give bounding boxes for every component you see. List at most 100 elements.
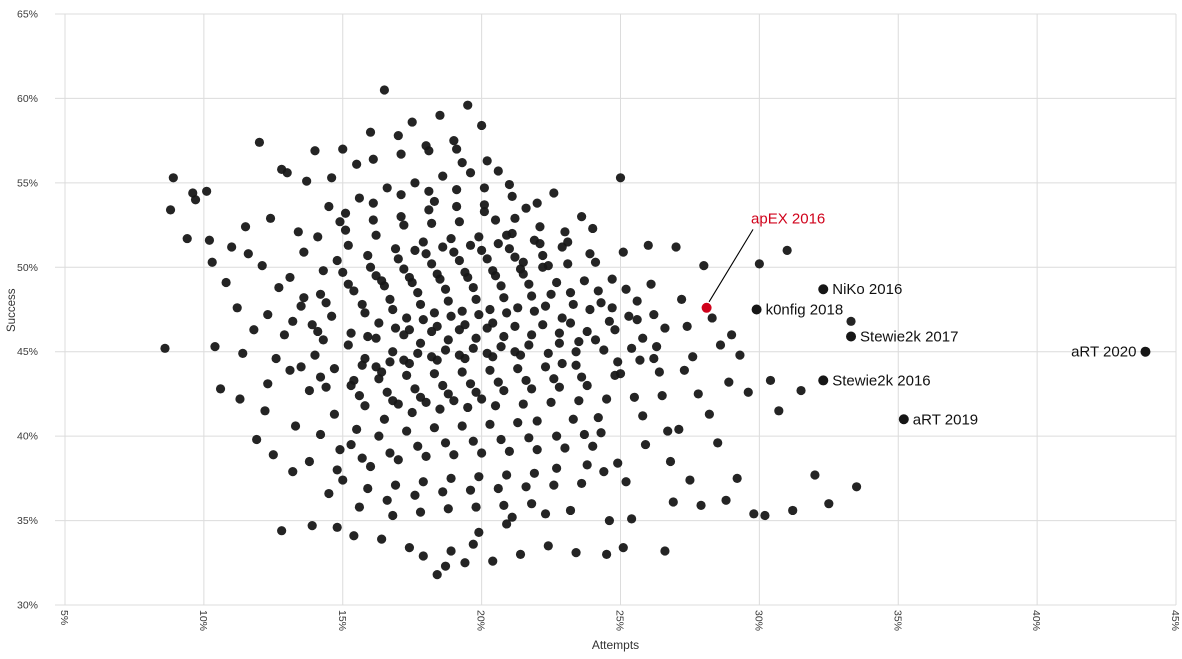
scatter-point[interactable] xyxy=(415,299,426,310)
scatter-point[interactable] xyxy=(627,343,637,353)
scatter-point[interactable] xyxy=(621,477,631,487)
scatter-point[interactable] xyxy=(613,357,623,367)
scatter-point[interactable] xyxy=(446,233,456,244)
scatter-point[interactable] xyxy=(524,433,534,443)
scatter-point[interactable] xyxy=(327,311,337,321)
point-art-2020[interactable] xyxy=(1140,346,1151,357)
scatter-point[interactable] xyxy=(329,364,340,374)
scatter-point[interactable] xyxy=(321,298,331,308)
scatter-point[interactable] xyxy=(471,502,481,512)
scatter-point[interactable] xyxy=(368,215,378,225)
scatter-point[interactable] xyxy=(549,480,559,490)
scatter-point[interactable] xyxy=(577,478,587,489)
scatter-point[interactable] xyxy=(288,467,298,477)
scatter-point[interactable] xyxy=(318,335,328,345)
scatter-point[interactable] xyxy=(632,315,642,325)
scatter-point[interactable] xyxy=(532,198,542,208)
scatter-point[interactable] xyxy=(574,396,584,406)
scatter-point[interactable] xyxy=(313,232,323,242)
scatter-point[interactable] xyxy=(660,323,670,333)
scatter-point[interactable] xyxy=(479,183,490,193)
scatter-point[interactable] xyxy=(638,333,648,343)
scatter-point[interactable] xyxy=(490,271,501,281)
scatter-point[interactable] xyxy=(760,510,770,521)
scatter-point[interactable] xyxy=(410,178,420,188)
scatter-point[interactable] xyxy=(427,218,437,228)
scatter-point[interactable] xyxy=(577,212,587,222)
scatter-point[interactable] xyxy=(607,303,617,313)
scatter-point[interactable] xyxy=(471,333,481,343)
scatter-point[interactable] xyxy=(315,372,326,382)
scatter-point[interactable] xyxy=(335,217,345,227)
scatter-point[interactable] xyxy=(743,387,753,397)
scatter-point[interactable] xyxy=(588,441,598,451)
scatter-point[interactable] xyxy=(782,245,792,255)
scatter-point[interactable] xyxy=(599,467,609,477)
scatter-point[interactable] xyxy=(521,375,531,386)
scatter-point[interactable] xyxy=(443,335,453,345)
scatter-point[interactable] xyxy=(851,482,862,492)
scatter-point[interactable] xyxy=(535,222,545,232)
scatter-point[interactable] xyxy=(477,394,487,404)
scatter-point[interactable] xyxy=(615,369,626,379)
scatter-point[interactable] xyxy=(490,215,501,225)
scatter-point[interactable] xyxy=(257,260,267,271)
scatter-point[interactable] xyxy=(360,308,370,318)
scatter-point[interactable] xyxy=(340,225,351,235)
scatter-point[interactable] xyxy=(402,426,412,436)
scatter-point[interactable] xyxy=(493,166,503,176)
scatter-point[interactable] xyxy=(488,556,498,566)
scatter-point[interactable] xyxy=(810,470,820,480)
scatter-point[interactable] xyxy=(546,289,556,299)
scatter-point[interactable] xyxy=(332,465,342,475)
scatter-point[interactable] xyxy=(227,242,237,252)
scatter-point[interactable] xyxy=(518,399,528,409)
scatter-point[interactable] xyxy=(596,428,606,438)
scatter-point[interactable] xyxy=(615,173,626,183)
scatter-point[interactable] xyxy=(454,350,465,360)
scatter-point[interactable] xyxy=(415,338,426,348)
scatter-point[interactable] xyxy=(368,154,378,164)
scatter-point[interactable] xyxy=(524,340,534,350)
scatter-point[interactable] xyxy=(490,401,501,411)
scatter-point[interactable] xyxy=(540,509,551,519)
scatter-point[interactable] xyxy=(352,159,362,169)
scatter-point[interactable] xyxy=(477,245,487,255)
scatter-point[interactable] xyxy=(402,313,412,323)
scatter-point[interactable] xyxy=(518,269,528,279)
scatter-point[interactable] xyxy=(385,357,395,367)
scatter-point[interactable] xyxy=(418,237,428,247)
scatter-point[interactable] xyxy=(440,345,451,355)
scatter-point[interactable] xyxy=(410,384,420,394)
scatter-point[interactable] xyxy=(299,247,309,257)
scatter-point[interactable] xyxy=(529,306,539,316)
scatter-point[interactable] xyxy=(507,191,517,201)
scatter-point[interactable] xyxy=(343,279,353,289)
scatter-point[interactable] xyxy=(413,441,423,451)
scatter-point[interactable] xyxy=(318,266,328,276)
scatter-point[interactable] xyxy=(602,549,612,559)
scatter-point[interactable] xyxy=(160,343,170,353)
scatter-point[interactable] xyxy=(540,301,551,311)
scatter-point[interactable] xyxy=(649,309,659,320)
scatter-point[interactable] xyxy=(538,250,548,261)
scatter-point[interactable] xyxy=(371,333,381,343)
scatter-point[interactable] xyxy=(349,286,359,296)
scatter-point[interactable] xyxy=(579,276,589,286)
scatter-point[interactable] xyxy=(657,391,667,401)
scatter-point[interactable] xyxy=(532,445,542,455)
scatter-point[interactable] xyxy=(443,389,453,399)
scatter-point[interactable] xyxy=(379,414,390,424)
scatter-point[interactable] xyxy=(249,325,259,335)
scatter-point[interactable] xyxy=(515,549,526,559)
scatter-point[interactable] xyxy=(463,402,473,413)
scatter-point[interactable] xyxy=(696,500,706,510)
scatter-point[interactable] xyxy=(263,309,273,320)
scatter-point[interactable] xyxy=(382,495,392,505)
scatter-point[interactable] xyxy=(485,419,495,429)
scatter-point[interactable] xyxy=(474,472,484,482)
scatter-point[interactable] xyxy=(660,546,670,556)
scatter-point[interactable] xyxy=(571,347,581,357)
scatter-point[interactable] xyxy=(499,500,509,510)
scatter-point[interactable] xyxy=(579,429,589,440)
